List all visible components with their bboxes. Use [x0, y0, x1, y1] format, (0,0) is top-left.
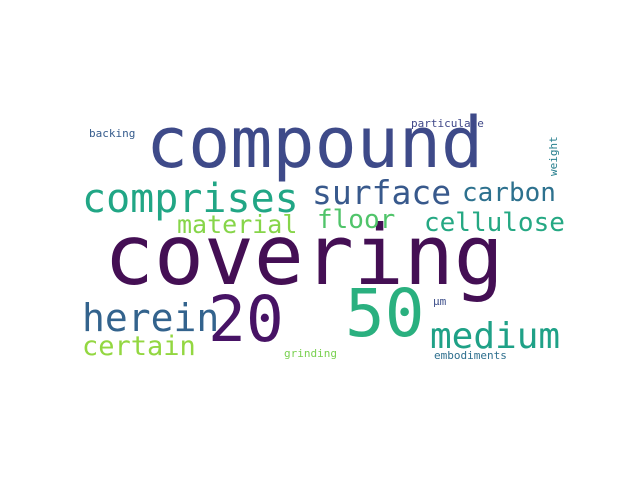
word-backing: backing [89, 128, 135, 139]
word-embodiments: embodiments [434, 350, 507, 361]
word-20: 20 [208, 288, 284, 351]
word-material: material [177, 212, 297, 237]
word-um: µm [433, 296, 446, 307]
word-certain: certain [82, 333, 196, 360]
word-carbon: carbon [462, 180, 556, 206]
word-particulate: particulate [411, 118, 484, 129]
word-50: 50 [345, 281, 424, 347]
word-grinding: grinding [284, 348, 337, 359]
word-weight: weight [548, 136, 559, 176]
word-cellulose: cellulose [424, 210, 565, 236]
word-floor: floor [317, 207, 395, 233]
